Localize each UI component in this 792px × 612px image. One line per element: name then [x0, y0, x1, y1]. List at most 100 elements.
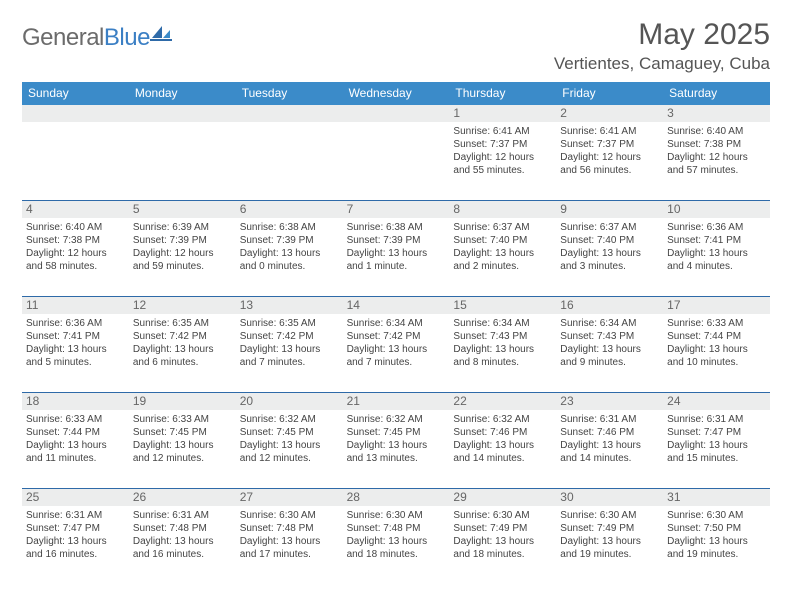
sunset-text: Sunset: 7:41 PM: [26, 330, 123, 343]
day-number: [236, 105, 343, 122]
sunset-text: Sunset: 7:49 PM: [453, 522, 550, 535]
day-cell: Sunrise: 6:35 AMSunset: 7:42 PMDaylight:…: [236, 314, 343, 392]
day-cell: Sunrise: 6:40 AMSunset: 7:38 PMDaylight:…: [22, 218, 129, 296]
day-cell: Sunrise: 6:30 AMSunset: 7:49 PMDaylight:…: [449, 506, 556, 584]
day-cell: Sunrise: 6:38 AMSunset: 7:39 PMDaylight:…: [343, 218, 450, 296]
daynum-strip: 18192021222324: [22, 393, 770, 410]
sunrise-text: Sunrise: 6:37 AM: [560, 221, 657, 234]
daylight-text: Daylight: 13 hours and 16 minutes.: [133, 535, 230, 561]
week-row: Sunrise: 6:33 AMSunset: 7:44 PMDaylight:…: [22, 410, 770, 488]
daylight-text: Daylight: 12 hours and 56 minutes.: [560, 151, 657, 177]
day-number: 25: [22, 489, 129, 506]
day-number: [129, 105, 236, 122]
sunset-text: Sunset: 7:40 PM: [453, 234, 550, 247]
sunset-text: Sunset: 7:48 PM: [133, 522, 230, 535]
sunrise-text: Sunrise: 6:40 AM: [26, 221, 123, 234]
sunrise-text: Sunrise: 6:30 AM: [560, 509, 657, 522]
daylight-text: Daylight: 13 hours and 6 minutes.: [133, 343, 230, 369]
daylight-text: Daylight: 13 hours and 1 minute.: [347, 247, 444, 273]
day-cell: Sunrise: 6:34 AMSunset: 7:43 PMDaylight:…: [449, 314, 556, 392]
title-block: May 2025 Vertientes, Camaguey, Cuba: [554, 18, 770, 74]
sunrise-text: Sunrise: 6:35 AM: [133, 317, 230, 330]
day-cell: Sunrise: 6:40 AMSunset: 7:38 PMDaylight:…: [663, 122, 770, 200]
day-cell: Sunrise: 6:34 AMSunset: 7:42 PMDaylight:…: [343, 314, 450, 392]
day-number: 3: [663, 105, 770, 122]
day-cell: Sunrise: 6:34 AMSunset: 7:43 PMDaylight:…: [556, 314, 663, 392]
day-number: 18: [22, 393, 129, 410]
day-number: 20: [236, 393, 343, 410]
sunrise-text: Sunrise: 6:32 AM: [347, 413, 444, 426]
day-number: 27: [236, 489, 343, 506]
daynum-strip: 45678910: [22, 201, 770, 218]
brand-sail-icon: [150, 24, 172, 42]
weekday-label: Sunday: [22, 82, 129, 105]
day-cell: Sunrise: 6:31 AMSunset: 7:47 PMDaylight:…: [663, 410, 770, 488]
day-number: 14: [343, 297, 450, 314]
day-cell: Sunrise: 6:41 AMSunset: 7:37 PMDaylight:…: [449, 122, 556, 200]
day-number: 31: [663, 489, 770, 506]
daylight-text: Daylight: 13 hours and 15 minutes.: [667, 439, 764, 465]
day-number: 30: [556, 489, 663, 506]
sunset-text: Sunset: 7:38 PM: [667, 138, 764, 151]
sunrise-text: Sunrise: 6:33 AM: [133, 413, 230, 426]
sunrise-text: Sunrise: 6:39 AM: [133, 221, 230, 234]
day-number: 17: [663, 297, 770, 314]
day-number: 15: [449, 297, 556, 314]
sunrise-text: Sunrise: 6:34 AM: [347, 317, 444, 330]
daylight-text: Daylight: 13 hours and 17 minutes.: [240, 535, 337, 561]
day-number: 7: [343, 201, 450, 218]
week-row: Sunrise: 6:36 AMSunset: 7:41 PM Daylight:…: [22, 314, 770, 392]
day-cell: Sunrise: 6:31 AMSunset: 7:46 PMDaylight:…: [556, 410, 663, 488]
daylight-text: Daylight: 13 hours and 0 minutes.: [240, 247, 337, 273]
sunset-text: Sunset: 7:42 PM: [133, 330, 230, 343]
day-number: 22: [449, 393, 556, 410]
sunrise-text: Sunrise: 6:37 AM: [453, 221, 550, 234]
sunrise-text: Sunrise: 6:36 AM: [26, 317, 123, 330]
sunrise-text: Sunrise: 6:30 AM: [667, 509, 764, 522]
sunrise-text: Sunrise: 6:31 AM: [667, 413, 764, 426]
day-number: 9: [556, 201, 663, 218]
sunrise-text: Sunrise: 6:30 AM: [453, 509, 550, 522]
daylight-text: Daylight: 12 hours and 57 minutes.: [667, 151, 764, 177]
sunrise-text: Sunrise: 6:38 AM: [347, 221, 444, 234]
page: GeneralBlue May 2025 Vertientes, Camague…: [0, 0, 792, 584]
brand-name: GeneralBlue: [22, 24, 150, 52]
calendar-body: 123Sunrise: 6:41 AMSunset: 7:37 PMDaylig…: [22, 105, 770, 584]
sunset-text: Sunset: 7:46 PM: [453, 426, 550, 439]
day-cell: Sunrise: 6:30 AMSunset: 7:49 PMDaylight:…: [556, 506, 663, 584]
sunset-text: Sunset: 7:47 PM: [26, 522, 123, 535]
sunrise-text: Sunrise: 6:30 AM: [347, 509, 444, 522]
day-cell: [22, 122, 129, 200]
sunset-text: Sunset: 7:39 PM: [240, 234, 337, 247]
header: GeneralBlue May 2025 Vertientes, Camague…: [22, 18, 770, 74]
daylight-text: Daylight: 13 hours and 19 minutes.: [667, 535, 764, 561]
day-number: 16: [556, 297, 663, 314]
day-number: [343, 105, 450, 122]
day-number: 24: [663, 393, 770, 410]
sunset-text: Sunset: 7:44 PM: [667, 330, 764, 343]
day-number: 28: [343, 489, 450, 506]
sunset-text: Sunset: 7:39 PM: [347, 234, 444, 247]
sunset-text: Sunset: 7:42 PM: [347, 330, 444, 343]
day-cell: Sunrise: 6:41 AMSunset: 7:37 PMDaylight:…: [556, 122, 663, 200]
sunset-text: Sunset: 7:42 PM: [240, 330, 337, 343]
day-number: 11: [22, 297, 129, 314]
daynum-strip: 25262728293031: [22, 489, 770, 506]
weekday-label: Saturday: [663, 82, 770, 105]
day-cell: Sunrise: 6:32 AMSunset: 7:45 PMDaylight:…: [236, 410, 343, 488]
daylight-text: Daylight: 13 hours and 3 minutes.: [560, 247, 657, 273]
day-cell: Sunrise: 6:32 AMSunset: 7:45 PMDaylight:…: [343, 410, 450, 488]
day-cell: Sunrise: 6:38 AMSunset: 7:39 PMDaylight:…: [236, 218, 343, 296]
brand-name-blue: Blue: [104, 24, 150, 51]
day-number: 12: [129, 297, 236, 314]
weekday-header: Sunday Monday Tuesday Wednesday Thursday…: [22, 82, 770, 105]
day-cell: Sunrise: 6:36 AMSunset: 7:41 PMDaylight:…: [663, 218, 770, 296]
daylight-text: Daylight: 12 hours and 59 minutes.: [133, 247, 230, 273]
weekday-label: Friday: [556, 82, 663, 105]
day-cell: Sunrise: 6:30 AMSunset: 7:48 PMDaylight:…: [236, 506, 343, 584]
sunset-text: Sunset: 7:48 PM: [347, 522, 444, 535]
sunrise-text: Sunrise: 6:31 AM: [560, 413, 657, 426]
brand-logo: GeneralBlue: [22, 18, 172, 52]
day-number: 19: [129, 393, 236, 410]
title-month: May 2025: [554, 18, 770, 52]
